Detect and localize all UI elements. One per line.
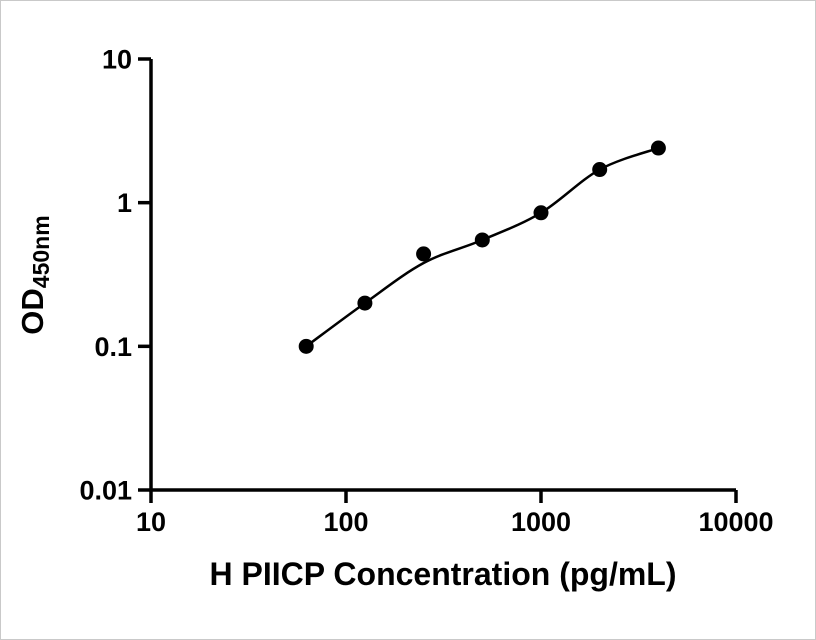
x-tick-label: 10 <box>136 507 166 537</box>
points-group <box>298 140 666 354</box>
y-axis-label-main: OD <box>15 288 50 335</box>
y-tick-label: 0.1 <box>94 332 132 362</box>
y-axis-label-subscript: 450nm <box>28 215 54 288</box>
data-point <box>357 295 373 311</box>
data-point <box>474 232 490 248</box>
data-point <box>416 246 432 262</box>
y-tick-label: 1 <box>117 188 132 218</box>
y-tick-label: 10 <box>102 45 132 75</box>
data-point <box>650 140 666 156</box>
axes-group: 10 100 1000 10000 0.01 0.1 1 10 <box>79 45 773 538</box>
data-point <box>298 338 314 354</box>
data-point <box>592 162 608 178</box>
y-tick-label: 0.01 <box>79 476 132 506</box>
x-tick-label: 1000 <box>511 507 571 537</box>
y-axis-label: OD450nm <box>15 215 54 334</box>
data-point <box>533 205 549 221</box>
axes-lines <box>149 59 736 492</box>
x-axis-label: H PIICP Concentration (pg/mL) <box>210 556 677 592</box>
x-tick-label: 100 <box>323 507 368 537</box>
x-tick-label: 10000 <box>698 507 773 537</box>
